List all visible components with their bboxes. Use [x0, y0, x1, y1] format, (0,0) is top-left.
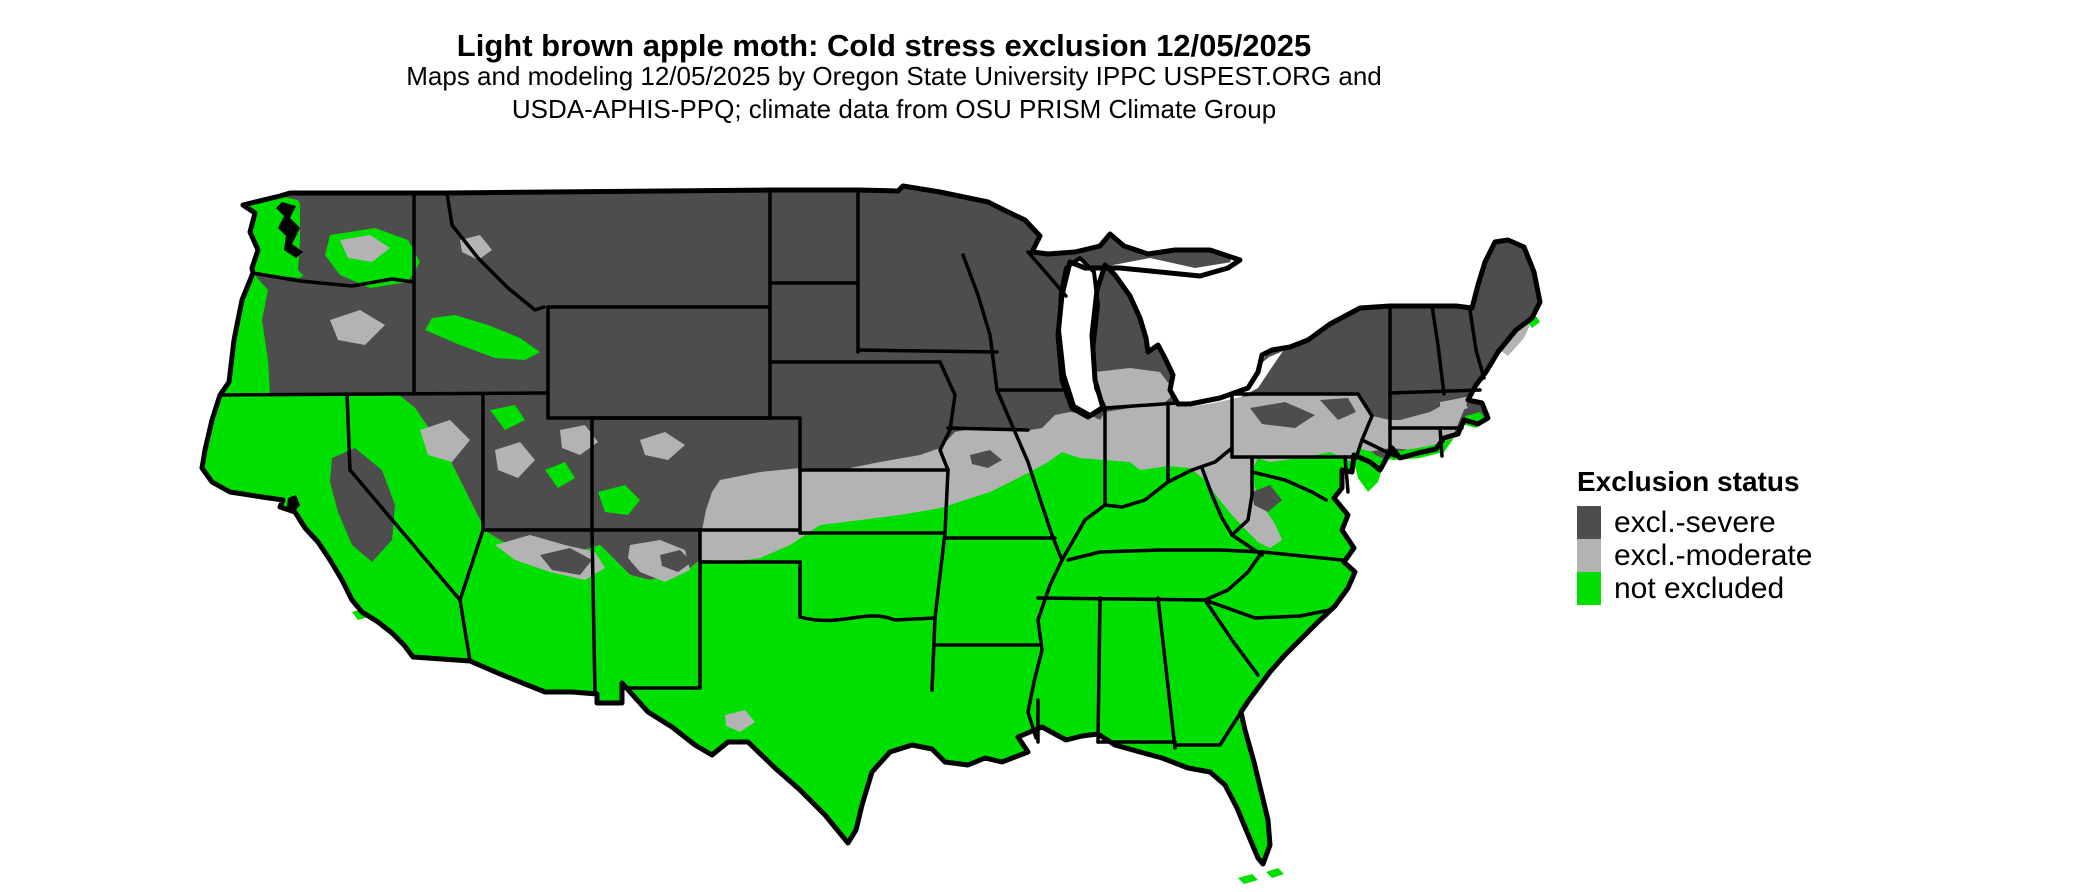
region-not-excluded: [202, 393, 1458, 864]
not-excluded-label: not excluded: [1614, 571, 1785, 605]
legend-item-severe: excl.-severe: [1577, 506, 1812, 539]
not-excluded-swatch: [1577, 572, 1601, 605]
subtitle-line-1: Maps and modeling 12/05/2025 by Oregon S…: [406, 61, 1382, 91]
us-outline: [199, 183, 1543, 867]
severe-patches: [298, 205, 1356, 575]
page-title: Light brown apple moth: Cold stress excl…: [456, 28, 1312, 63]
moderate-swatch: [1577, 539, 1601, 572]
state-borders: [218, 188, 1486, 750]
subtitle-line-2: USDA-APHIS-PPQ; climate data from OSU PR…: [511, 94, 1277, 124]
page-subtitle: Maps and modeling 12/05/2025 by Oregon S…: [60, 60, 1728, 126]
coastal-inlets: [276, 202, 303, 512]
legend-title: Exclusion status: [1577, 466, 1800, 497]
legend-item-not-excluded: not excluded: [1577, 572, 1812, 605]
legend: Exclusion status excl.-severe excl.-mode…: [1577, 466, 1812, 605]
legend-item-moderate: excl.-moderate: [1577, 539, 1812, 572]
severe-label: excl.-severe: [1614, 505, 1776, 539]
moderate-label: excl.-moderate: [1614, 538, 1813, 572]
region-excl-moderate-band: [700, 394, 1470, 562]
severe-swatch: [1577, 506, 1601, 539]
